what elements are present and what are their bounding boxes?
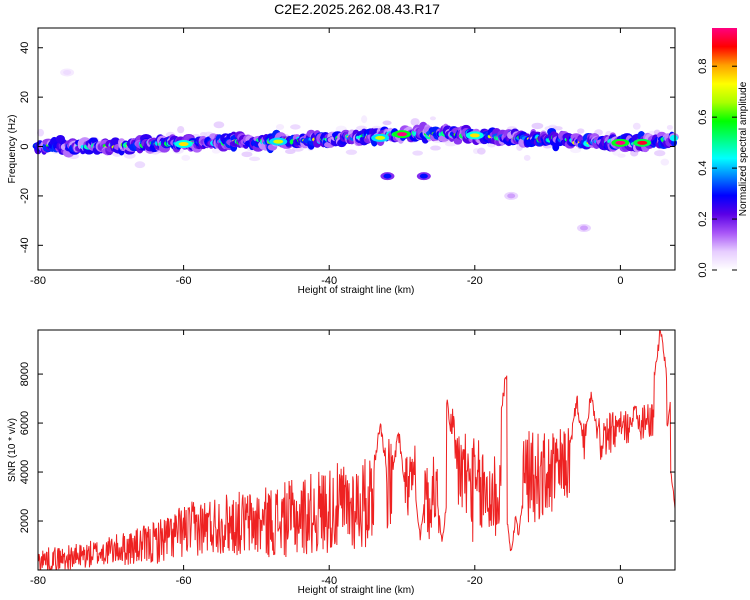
spectrogram-cell: [617, 153, 626, 158]
spectrogram-patch: [507, 193, 516, 199]
spectrogram-y-tick-label: 20: [19, 91, 31, 103]
spectrogram-peak: [615, 140, 626, 145]
spectrogram-cell: [430, 145, 441, 151]
snr-y-tick-label: 2000: [19, 509, 31, 533]
spectrogram-peak: [637, 140, 648, 145]
spectrogram-cell: [275, 124, 285, 130]
spectrogram-cell: [249, 156, 261, 162]
spectrogram-cell: [37, 128, 45, 137]
snr-panel: -80 -60 -40 -20 0 2000 4000 6000 8000 Height of…: [7, 329, 676, 596]
spectrogram-cell: [410, 118, 420, 126]
spectrogram-cell: [177, 125, 185, 134]
spectrogram-cell: [445, 142, 457, 147]
spectrogram-cell: [666, 124, 673, 130]
snr-x-tick-label: -20: [467, 575, 483, 587]
spectrogram-x-tick-label: -80: [30, 275, 46, 287]
spectrogram-patch: [63, 69, 72, 75]
spectrogram-x-axis-label: Height of straight line (km): [298, 285, 415, 296]
colorbar-gradient: [712, 28, 737, 270]
spectrogram-peak: [397, 132, 407, 137]
spectrogram-cell: [523, 154, 531, 161]
spectrogram-y-tick-label: -40: [19, 237, 31, 253]
spectrogram-cell: [552, 126, 563, 131]
spectrogram-peak: [178, 142, 189, 147]
spectrogram-patch: [580, 225, 588, 231]
spectrogram-cell: [577, 128, 585, 134]
snr-x-axis-label: Height of straight line (km): [298, 585, 415, 596]
colorbar-tick-label: 0.2: [697, 211, 709, 226]
spectrogram-cell: [412, 150, 424, 156]
snr-y-tick-label: 8000: [19, 362, 31, 386]
spectrogram-cell: [660, 158, 670, 166]
snr-frame: [37, 329, 676, 571]
snr-x-tick-label: -80: [30, 575, 46, 587]
snr-y-axis-label: SNR (10 * v/v): [7, 418, 18, 482]
spectrogram-peak: [375, 135, 386, 140]
spectrogram-heatmap: [32, 68, 679, 233]
colorbar-tick-label: 0.8: [697, 59, 709, 74]
snr-x-tick-label: -40: [321, 575, 337, 587]
colorbar-tick-label: 0.4: [697, 160, 709, 175]
spectrogram-panel: -80 -60 -40 -20 0 -40 -20 0 20 40 Height of stra…: [7, 27, 679, 296]
colorbar-tick-label: 0.6: [697, 110, 709, 125]
spectrogram-cell: [290, 124, 301, 130]
spectrogram-cell: [345, 149, 358, 155]
figure-title: C2E2.2025.262.08.43.R17: [274, 1, 440, 17]
spectrogram-x-tick-label: -60: [176, 275, 192, 287]
colorbar-label: Normalized spectral amplitude: [738, 81, 749, 216]
snr-x-tick-label: -60: [176, 575, 192, 587]
spectrogram-cell: [134, 161, 146, 169]
spectrogram-cell: [213, 121, 225, 129]
snr-series-line: [37, 329, 676, 571]
colorbar-ticks: 0.0 0.2 0.4 0.6 0.8: [697, 59, 737, 278]
spectrogram-cell: [531, 122, 544, 130]
spectrogram-cell: [429, 116, 436, 121]
spectrogram-cell: [382, 120, 392, 126]
spectrogram-cell: [181, 154, 191, 161]
spectrogram-cell: [654, 150, 666, 157]
snr-y-tick-label: 6000: [19, 411, 31, 435]
spectrogram-cell: [670, 134, 678, 142]
spectrogram-cell: [241, 151, 253, 158]
spectrogram-x-tick-label: -20: [467, 275, 483, 287]
spectrogram-peak: [469, 133, 480, 138]
spectrogram-cell: [570, 147, 582, 154]
spectrogram-cell: [477, 147, 486, 155]
spectrogram-y-tick-label: -20: [19, 188, 31, 204]
snr-x-ticks: -80 -60 -40 -20 0: [30, 330, 623, 587]
spectrogram-y-axis-label: Frequency (Hz): [7, 115, 18, 184]
spectrogram-y-ticks: -40 -20 0 20 40: [19, 42, 675, 253]
spectrogram-frame: [37, 27, 676, 271]
spectrogram-cell: [632, 122, 641, 130]
snr-y-tick-label: 4000: [19, 460, 31, 484]
spectrogram-cell: [361, 115, 368, 124]
spectrogram-patch: [383, 173, 392, 179]
snr-y-ticks: 2000 4000 6000 8000: [19, 362, 675, 533]
spectrogram-y-tick-label: 0: [19, 143, 31, 149]
spectrogram-y-tick-label: 40: [19, 42, 31, 54]
spectrogram-peak: [273, 139, 284, 144]
colorbar-tick-label: 0.0: [697, 262, 709, 277]
spectrogram-x-tick-label: -40: [321, 275, 337, 287]
spectrogram-x-ticks: -80 -60 -40 -20 0: [30, 28, 623, 287]
snr-x-tick-label: 0: [617, 575, 623, 587]
colorbar: 0.0 0.2 0.4 0.6 0.8 Normalized spectral ampl…: [697, 28, 749, 278]
spectrogram-patch: [419, 173, 428, 179]
spectrogram-x-tick-label: 0: [617, 275, 623, 287]
spectrogram-cell: [211, 148, 221, 154]
